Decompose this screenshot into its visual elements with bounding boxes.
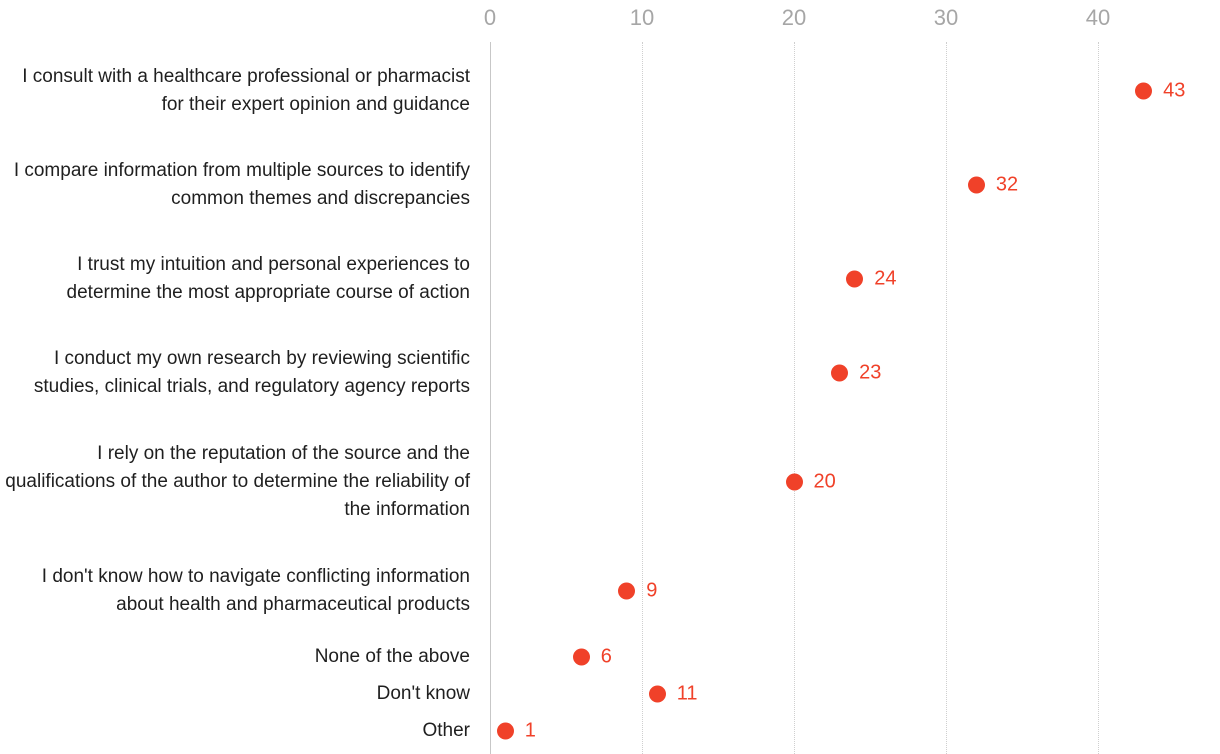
- category-label: Don't know: [376, 682, 470, 704]
- chart-row: Don't know 11: [0, 675, 1220, 712]
- value-label: 9: [646, 579, 658, 602]
- value-label: 43: [1163, 79, 1186, 102]
- chart-row: I rely on the reputation of the source a…: [0, 420, 1220, 544]
- x-axis: 0 10 20 30 40: [484, 0, 1220, 44]
- data-point-dot: [967, 176, 985, 194]
- plot-area: 11: [490, 675, 1220, 712]
- gridline: [642, 42, 643, 754]
- plot-area: 1: [490, 712, 1220, 749]
- chart-row: Other 1: [0, 712, 1220, 749]
- plot-area: 20: [490, 420, 1220, 544]
- gridline: [946, 42, 947, 754]
- plot-area: 23: [490, 326, 1220, 420]
- category-label: I trust my intuition and personal experi…: [66, 254, 470, 303]
- value-label: 6: [600, 645, 612, 667]
- data-point-dot: [648, 685, 666, 702]
- value-label: 23: [859, 361, 882, 384]
- category-label: Other: [422, 719, 470, 741]
- chart-rows: I consult with a healthcare professional…: [0, 44, 1220, 749]
- x-tick-label: 20: [781, 5, 807, 30]
- category-label: I rely on the reputation of the source a…: [5, 443, 470, 520]
- data-point-dot: [785, 473, 803, 491]
- chart-row: I conduct my own research by reviewing s…: [0, 326, 1220, 420]
- chart-row: None of the above 6: [0, 638, 1220, 675]
- chart-row: I don't know how to navigate conflicting…: [0, 544, 1220, 638]
- plot-area: 9: [490, 544, 1220, 638]
- data-point-dot: [572, 648, 590, 665]
- data-point-dot: [618, 582, 636, 600]
- gridlines: [490, 42, 1220, 754]
- plot-area: 43: [490, 44, 1220, 138]
- category-label: I conduct my own research by reviewing s…: [33, 348, 470, 397]
- data-point-dot: [496, 722, 514, 739]
- gridline: [794, 42, 795, 754]
- chart-row: I consult with a healthcare professional…: [0, 44, 1220, 138]
- value-label: 24: [874, 267, 897, 290]
- category-label: I consult with a healthcare professional…: [22, 66, 470, 115]
- value-label: 11: [676, 682, 698, 704]
- chart-row: I trust my intuition and personal experi…: [0, 232, 1220, 326]
- y-axis-line: [490, 42, 491, 754]
- data-point-dot: [846, 270, 864, 288]
- category-label: I compare information from multiple sour…: [13, 160, 470, 209]
- gridline: [1098, 42, 1099, 754]
- x-tick-label: 0: [483, 5, 497, 30]
- plot-area: 6: [490, 638, 1220, 675]
- plot-area: 32: [490, 138, 1220, 232]
- x-tick-label: 10: [629, 5, 655, 30]
- x-tick-label: 40: [1085, 5, 1111, 30]
- x-tick-label: 30: [933, 5, 959, 30]
- data-point-dot: [1135, 82, 1153, 100]
- chart-row: I compare information from multiple sour…: [0, 138, 1220, 232]
- value-label: 32: [995, 173, 1019, 196]
- data-point-dot: [831, 364, 849, 382]
- category-label: None of the above: [314, 645, 470, 667]
- value-label: 20: [813, 470, 836, 493]
- plot-area: 24: [490, 232, 1220, 326]
- category-label: I don't know how to navigate conflicting…: [41, 566, 470, 615]
- value-label: 1: [524, 719, 536, 741]
